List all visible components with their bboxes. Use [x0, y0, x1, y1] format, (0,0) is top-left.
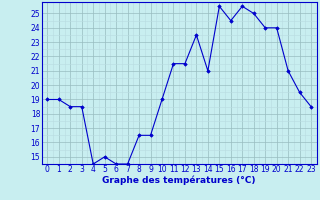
X-axis label: Graphe des températures (°C): Graphe des températures (°C)	[102, 176, 256, 185]
